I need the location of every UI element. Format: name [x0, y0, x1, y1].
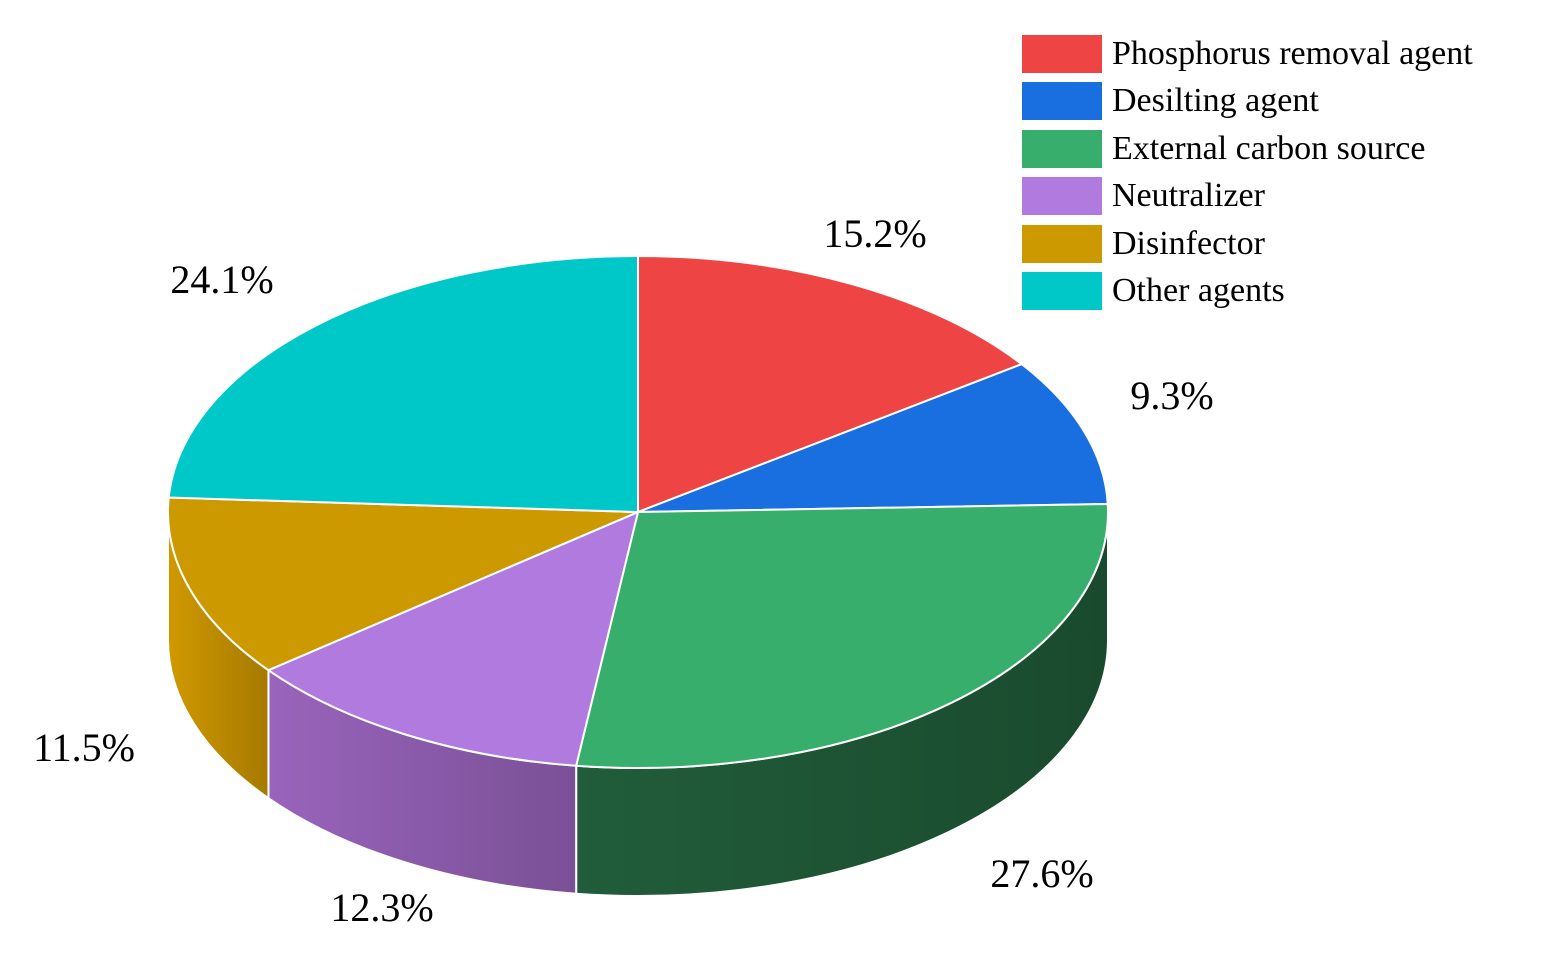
legend-item: Phosphorus removal agent	[1022, 30, 1473, 78]
legend-swatch	[1022, 224, 1102, 263]
legend-item: Disinfector	[1022, 220, 1473, 268]
legend-swatch	[1022, 34, 1102, 73]
slice-percent-label: 27.6%	[990, 851, 1093, 896]
legend-label: Other agents	[1112, 272, 1285, 310]
legend-swatch	[1022, 177, 1102, 216]
legend-item: External carbon source	[1022, 125, 1473, 173]
legend-label: Desilting agent	[1112, 82, 1319, 120]
pie-slice	[167, 496, 639, 672]
pie-top-layer	[167, 255, 1109, 769]
slice-percent-label: 15.2%	[823, 211, 926, 256]
pie-slice	[637, 255, 1023, 513]
slice-percent-label: 12.3%	[330, 885, 433, 930]
legend-label: Phosphorus removal agent	[1112, 34, 1473, 72]
legend-swatch	[1022, 82, 1102, 121]
legend-label: External carbon source	[1112, 129, 1426, 167]
slice-percent-label: 9.3%	[1130, 373, 1213, 418]
pie-slice	[637, 363, 1109, 513]
pie-label-layer: 15.2% 9.3% 27.6% 12.3% 11.5% 24.1%	[33, 211, 1214, 930]
legend-item: Desilting agent	[1022, 78, 1473, 126]
legend: Phosphorus removal agent Desilting agent…	[1022, 30, 1473, 315]
legend-item: Other agents	[1022, 268, 1473, 316]
pie-slice	[167, 255, 639, 513]
pie-slice	[575, 502, 1109, 769]
legend-label: Disinfector	[1112, 224, 1265, 262]
legend-swatch	[1022, 272, 1102, 311]
slice-percent-label: 24.1%	[170, 257, 273, 302]
slice-percent-label: 11.5%	[33, 725, 135, 770]
legend-swatch	[1022, 129, 1102, 168]
pie-side-layer	[167, 511, 1109, 897]
legend-label: Neutralizer	[1112, 177, 1265, 215]
legend-item: Neutralizer	[1022, 173, 1473, 221]
pie-slice	[267, 511, 639, 767]
